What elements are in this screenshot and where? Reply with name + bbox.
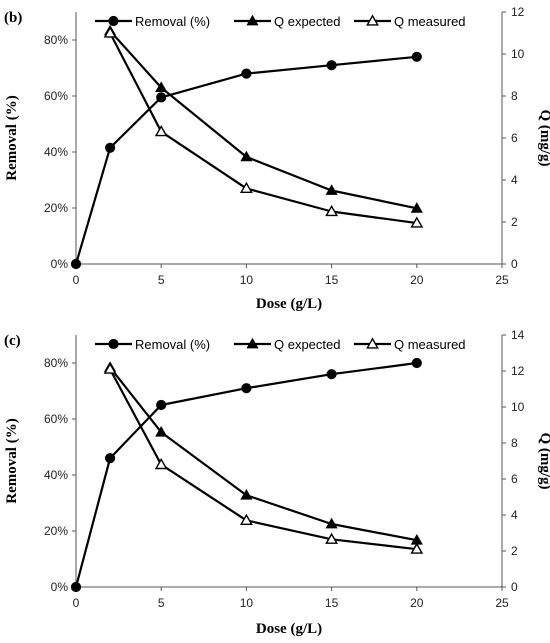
y2-tick-label: 12 [511,364,525,378]
x-tick-label: 10 [240,596,254,610]
data-point-series-2 [155,425,168,437]
legend-label: Q expected [274,14,341,29]
y-axis-title: Removal (%) [4,95,20,180]
x-tick-label: 25 [495,596,509,610]
y-tick-label: 60% [44,89,68,103]
y-tick-label: 40% [44,468,68,482]
x-tick-label: 20 [410,273,424,287]
data-point-series-2 [410,202,423,213]
y2-tick-label: 6 [511,472,518,486]
y2-tick-label: 2 [511,215,518,229]
data-point-series-3 [103,362,117,374]
data-point-series-3 [103,26,117,38]
legend-label: Removal (%) [135,337,210,352]
data-point-series-3 [154,125,168,137]
y-tick-label: 20% [44,201,68,215]
x-tick-label: 15 [325,596,339,610]
data-point-series-1 [156,399,167,411]
y2-tick-label: 10 [511,47,525,61]
panel-label: (b) [4,10,22,26]
data-point-series-1 [411,51,422,62]
legend-marker [108,338,119,350]
legend-marker [366,14,379,26]
y2-tick-label: 2 [511,544,518,558]
chart-panel-b: 0 5 10 15 20 25 0% 20% 40% 60% 80% 0 2 4 6 8 10 12 Dose (g… [4,5,550,312]
legend-label: Q measured [394,337,466,352]
y2-axis-title: Q (mg/g) [537,109,550,166]
y-tick-label: 0% [51,580,69,594]
series-line-1 [74,361,417,588]
x-tick-label: 25 [495,273,509,287]
x-tick-label: 0 [73,273,80,287]
data-point-series-1 [241,383,252,394]
x-tick-label: 20 [410,596,424,610]
y2-tick-label: 0 [511,257,518,271]
data-point-series-1 [156,92,167,103]
data-point-series-2 [240,150,253,162]
series-line-3 [109,368,417,551]
series-line-1 [74,55,417,265]
y-tick-label: 60% [44,412,68,426]
data-point-series-2 [325,184,338,195]
data-point-series-1 [241,68,252,79]
chart-panel-c: 0 5 10 15 20 25 0% 20% 40% 60% 80% 0 2 4 6 8 10 12 14 Dose … [4,328,550,637]
y2-tick-label: 8 [511,89,518,103]
y-tick-label: 40% [44,145,68,159]
data-point-series-3 [154,457,168,470]
legend-label: Q measured [394,14,466,29]
y2-tick-label: 4 [511,508,518,522]
data-point-series-3 [410,542,424,554]
data-point-series-2 [240,488,253,500]
x-axis-title: Dose (g/L) [256,621,322,637]
data-point-series-3 [239,513,253,525]
legend-marker [246,337,259,349]
y-tick-label: 0% [51,257,69,271]
y2-tick-label: 12 [511,5,525,19]
y-tick-label: 20% [44,524,68,538]
x-tick-label: 0 [73,596,80,610]
y-axis-title: Removal (%) [4,418,20,503]
x-axis-title: Dose (g/L) [256,296,322,312]
legend-marker [366,337,379,349]
x-tick-label: 15 [325,273,339,287]
data-point-series-1 [104,142,116,153]
legend-marker [246,14,259,26]
data-point-series-1 [70,581,82,593]
data-point-series-1 [70,258,82,270]
panel-label: (c) [4,333,21,349]
data-point-series-3 [410,216,424,228]
data-point-series-3 [325,532,339,544]
data-point-series-1 [411,357,422,369]
y-tick-label: 80% [44,33,68,47]
data-point-series-1 [104,453,116,464]
legend-marker [108,15,119,27]
x-tick-label: 5 [158,596,165,610]
y2-tick-label: 6 [511,131,518,145]
y2-tick-label: 8 [511,436,518,450]
x-tick-label: 5 [158,273,165,287]
data-point-series-2 [155,81,168,92]
y2-tick-label: 4 [511,173,518,187]
data-point-series-3 [325,204,339,217]
y2-axis-title: Q (mg/g) [537,432,550,489]
y2-tick-label: 0 [511,580,518,594]
legend-label: Removal (%) [135,14,210,29]
y2-tick-label: 14 [511,328,525,342]
data-point-series-3 [239,181,253,194]
legend-label: Q expected [274,337,341,352]
x-tick-label: 10 [240,273,254,287]
y2-tick-label: 10 [511,400,525,414]
data-point-series-1 [326,369,337,380]
y-tick-label: 80% [44,356,68,370]
data-point-series-1 [326,60,337,71]
data-point-series-2 [325,517,338,529]
